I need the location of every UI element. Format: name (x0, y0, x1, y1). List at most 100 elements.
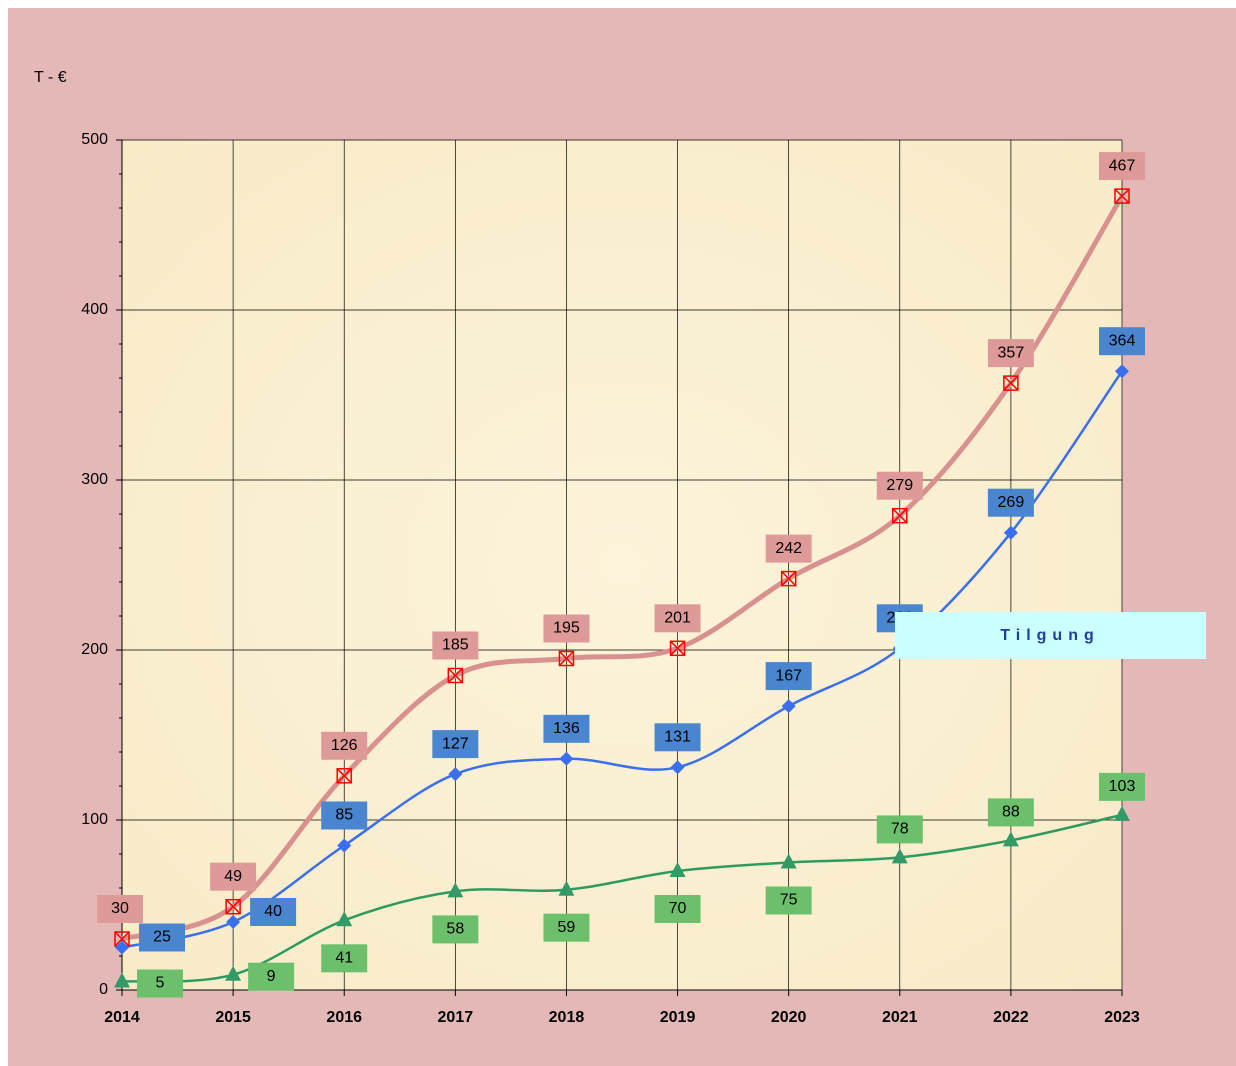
data-label: 70 (669, 900, 687, 917)
data-label-box (1099, 152, 1145, 181)
marker (558, 880, 575, 896)
data-label-box (876, 471, 923, 500)
marker-cross (1114, 188, 1130, 204)
marker (336, 911, 353, 927)
marker (558, 650, 575, 667)
data-label: 41 (335, 950, 353, 967)
y-tick-label: 300 (81, 471, 108, 488)
data-label-box (139, 923, 185, 952)
marker (1114, 805, 1130, 821)
data-label-box (654, 895, 701, 923)
marker (559, 751, 574, 766)
x-tick-label: 2023 (1104, 1009, 1140, 1026)
x-tick-label: 2016 (326, 1009, 362, 1026)
x-tick-label: 2021 (882, 1009, 918, 1026)
data-label-box (1099, 772, 1145, 801)
y-tick-label: 200 (81, 641, 108, 658)
data-label-box (321, 801, 368, 830)
data-label-box (432, 915, 479, 944)
marker-cross (225, 899, 241, 915)
marker-cross (336, 768, 352, 784)
data-label: 364 (1109, 332, 1136, 349)
series-line (121, 370, 1124, 949)
data-label-box (321, 944, 368, 973)
data-label-box (1099, 327, 1145, 356)
data-label: 25 (153, 929, 171, 946)
data-label: 136 (553, 720, 580, 737)
data-label-box (987, 339, 1034, 368)
marker (225, 898, 241, 915)
marker (891, 848, 908, 864)
data-label: 167 (775, 667, 802, 684)
marker (1114, 188, 1130, 204)
x-tick-label: 2020 (771, 1009, 807, 1026)
data-label-box (765, 662, 812, 691)
x-tick-label: 2019 (660, 1009, 696, 1026)
marker-cross (892, 508, 908, 524)
legend-label: Tilgung (1000, 627, 1099, 644)
data-label: 88 (1002, 804, 1020, 821)
marker (892, 507, 908, 524)
marker-cross (781, 571, 797, 587)
data-label: 126 (331, 737, 358, 754)
data-label: 58 (446, 921, 464, 938)
x-tick-label: 2022 (993, 1009, 1029, 1026)
y-tick-label: 400 (81, 301, 108, 318)
data-label-box (250, 898, 297, 926)
marker (337, 838, 352, 853)
data-label-box (543, 614, 590, 643)
series-line (121, 813, 1123, 983)
marker (226, 915, 241, 929)
marker (780, 853, 797, 869)
data-label-box (765, 534, 812, 563)
data-label-box (210, 862, 257, 891)
marker (114, 972, 130, 988)
data-label: 279 (886, 477, 913, 494)
series-line (121, 194, 1125, 942)
marker-cross (1003, 375, 1019, 391)
data-label: 75 (780, 892, 798, 909)
x-tick-label: 2017 (438, 1009, 474, 1026)
marker (115, 940, 129, 955)
marker-cross (558, 650, 574, 667)
marker (1002, 831, 1019, 847)
data-label: 78 (891, 821, 909, 838)
data-label-box (876, 815, 923, 844)
data-label-box (97, 895, 143, 923)
x-tick-label: 2018 (549, 1009, 585, 1026)
data-label: 85 (335, 807, 353, 824)
data-label: 5 (156, 975, 165, 992)
y-tick-label: 500 (81, 131, 108, 148)
marker-cross (447, 667, 463, 684)
data-label-box (654, 723, 701, 752)
marker (669, 862, 686, 877)
data-label-box (654, 604, 701, 633)
series-markers (114, 188, 1130, 947)
data-label-box (543, 913, 590, 942)
data-label: 242 (775, 540, 802, 557)
marker (1115, 364, 1129, 379)
data-label-box (137, 969, 183, 998)
data-label-box (248, 962, 295, 991)
data-label-box (432, 631, 479, 660)
data-label: 103 (1109, 778, 1136, 795)
data-label: 49 (224, 868, 242, 885)
marker (447, 882, 464, 898)
y-tick-label: 0 (99, 981, 108, 998)
data-label-box (321, 731, 368, 760)
data-label: 269 (998, 494, 1025, 511)
data-label-box (543, 714, 590, 743)
data-label: 9 (267, 968, 276, 985)
data-label: 40 (264, 903, 282, 920)
data-label: 127 (442, 735, 469, 752)
data-label: 195 (553, 620, 580, 637)
marker (448, 767, 463, 782)
data-label: 131 (664, 729, 691, 746)
data-label: 30 (111, 900, 129, 917)
legend-box (895, 612, 1206, 659)
marker (781, 699, 796, 714)
plot-area (122, 140, 1122, 990)
series-markers (114, 805, 1130, 988)
data-label-box (432, 730, 479, 759)
data-label: 59 (558, 919, 576, 936)
